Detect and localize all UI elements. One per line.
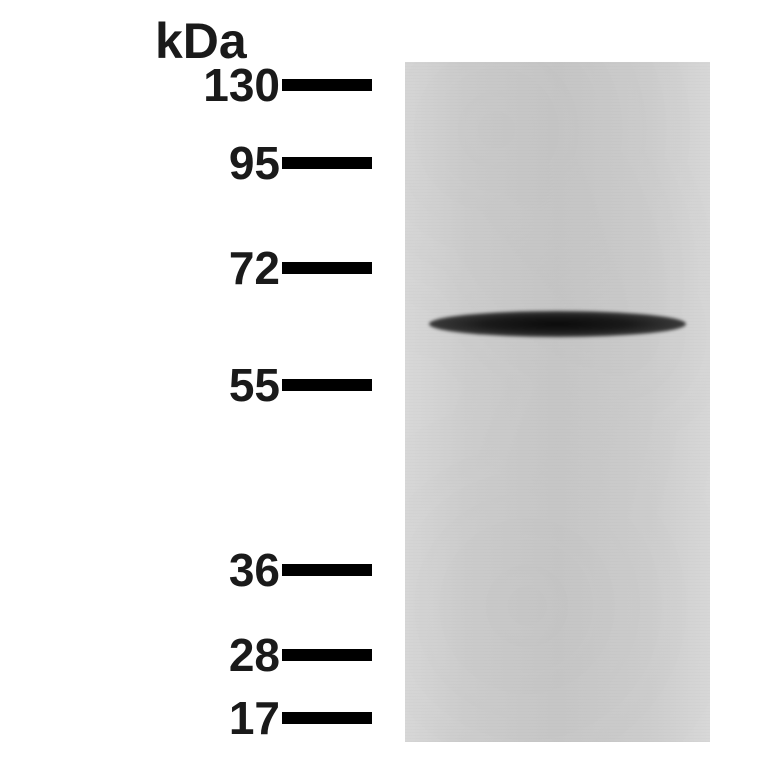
marker-tick-95 <box>282 157 372 169</box>
marker-label-72: 72 <box>229 241 280 295</box>
marker-label-130: 130 <box>203 58 280 112</box>
western-blot-figure: kDa 130957255362817 <box>0 0 764 764</box>
marker-label-55: 55 <box>229 358 280 412</box>
blot-lane <box>405 62 710 742</box>
marker-tick-130 <box>282 79 372 91</box>
lane-noise-texture <box>405 62 710 742</box>
marker-label-95: 95 <box>229 136 280 190</box>
marker-label-17: 17 <box>229 691 280 745</box>
protein-band-65 <box>429 311 685 337</box>
marker-label-28: 28 <box>229 628 280 682</box>
marker-tick-36 <box>282 564 372 576</box>
marker-tick-17 <box>282 712 372 724</box>
marker-tick-28 <box>282 649 372 661</box>
marker-tick-55 <box>282 379 372 391</box>
marker-tick-72 <box>282 262 372 274</box>
marker-label-36: 36 <box>229 543 280 597</box>
